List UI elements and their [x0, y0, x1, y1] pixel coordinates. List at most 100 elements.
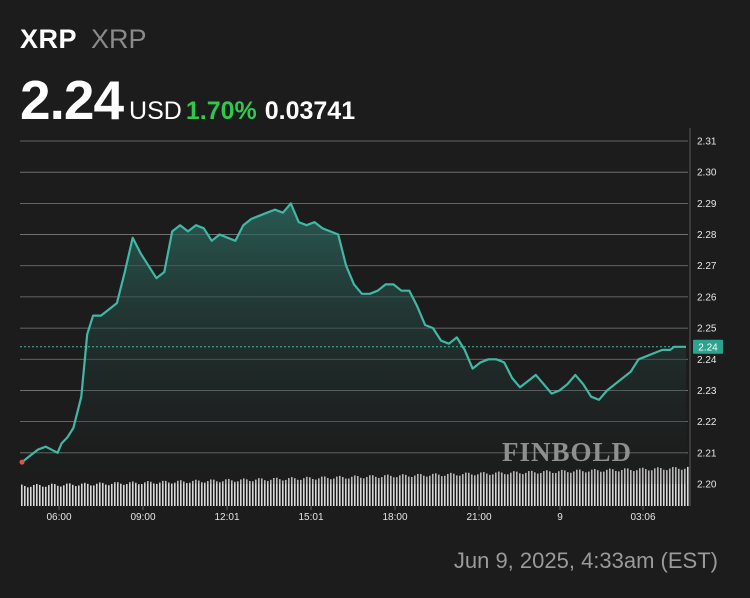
y-tick-label: 2.24: [697, 355, 717, 366]
volume-bar: [342, 477, 344, 506]
y-tick-label: 2.29: [697, 199, 717, 210]
volume-bar: [564, 470, 566, 506]
volume-bar: [423, 475, 425, 506]
volume-bar: [519, 473, 521, 506]
x-tick-label: 06:00: [46, 512, 71, 523]
volume-bar: [618, 471, 620, 506]
volume-bar: [228, 478, 230, 506]
volume-bar: [96, 483, 98, 506]
volume-bar: [663, 469, 665, 506]
volume-bar: [516, 471, 518, 506]
x-tick-label: 12:01: [214, 512, 239, 523]
volume-bar: [573, 471, 575, 506]
volume-bar: [504, 474, 506, 506]
volume-bar: [261, 478, 263, 506]
volume-bar: [474, 475, 476, 506]
volume-bar: [468, 472, 470, 506]
volume-bar: [102, 482, 104, 506]
volume-bar: [54, 484, 56, 506]
volume-bar: [477, 474, 479, 506]
volume-bar: [402, 474, 404, 506]
volume-bar: [537, 473, 539, 506]
volume-bar: [645, 469, 647, 506]
volume-bar: [279, 479, 281, 506]
volume-bar: [600, 471, 602, 506]
volume-bar: [606, 469, 608, 506]
volume-bar: [147, 481, 149, 506]
volume-bar: [396, 477, 398, 506]
volume-bar: [324, 476, 326, 506]
volume-bar: [615, 470, 617, 506]
volume-bar: [303, 478, 305, 506]
volume-bar: [315, 479, 317, 506]
volume-bar: [258, 478, 260, 506]
header-price-row: 2.24 USD 1.70% 0.03741: [20, 68, 355, 132]
volume-bar: [240, 479, 242, 506]
ticker-symbol: XRP: [20, 24, 78, 54]
change-absolute: 0.03741: [264, 97, 356, 125]
volume-bar: [174, 482, 176, 506]
volume-bar: [309, 477, 311, 506]
y-tick-label: 2.25: [697, 324, 717, 335]
price-tag-box: [693, 339, 723, 354]
volume-bar: [687, 466, 689, 506]
volume-bar: [549, 471, 551, 506]
volume-bar: [633, 471, 635, 506]
volume-bar: [108, 485, 110, 506]
volume-bar: [132, 481, 134, 506]
volume-bar: [318, 478, 320, 506]
volume-bar: [456, 475, 458, 506]
volume-bar: [246, 479, 248, 506]
volume-bar: [513, 471, 515, 506]
volume-bar: [231, 480, 233, 506]
volume-bar: [90, 485, 92, 506]
price-line: [21, 202, 686, 464]
volume-bar: [465, 472, 467, 506]
volume-bar: [684, 468, 686, 506]
volume-bar: [69, 483, 71, 506]
volume-bar: [507, 474, 509, 506]
volume-bar: [141, 484, 143, 506]
volume-bar: [366, 476, 368, 506]
x-tick-label: 03:06: [630, 512, 655, 523]
volume-bar: [330, 479, 332, 506]
volume-bar: [99, 482, 101, 506]
volume-bar: [153, 483, 155, 506]
x-tick-label: 21:00: [466, 512, 491, 523]
volume-bar: [78, 485, 80, 506]
volume-bar: [534, 472, 536, 506]
volume-bar: [45, 486, 47, 506]
volume-bar: [648, 470, 650, 506]
volume-bar: [357, 476, 359, 506]
volume-bar: [393, 477, 395, 506]
start-marker: [19, 459, 25, 465]
volume-bar: [171, 483, 173, 506]
volume-bar: [129, 482, 131, 506]
volume-bar: [360, 477, 362, 506]
volume-bar: [390, 475, 392, 506]
volume-bar: [198, 480, 200, 506]
volume-bar: [561, 469, 563, 506]
volume-bar: [531, 470, 533, 506]
volume-bar: [48, 485, 50, 506]
volume-bar: [651, 470, 653, 506]
volume-bar: [291, 477, 293, 506]
volume-bar: [156, 483, 158, 506]
volume-bar: [201, 482, 203, 506]
y-tick-label: 2.21: [697, 448, 717, 459]
volume-bar: [603, 471, 605, 506]
volume-bar: [441, 476, 443, 506]
volume-bar: [63, 485, 65, 506]
volume-bar: [222, 481, 224, 506]
volume-bar: [621, 470, 623, 506]
volume-bar: [672, 466, 674, 506]
volume-bar: [126, 484, 128, 506]
volume-bar: [405, 474, 407, 506]
y-tick-label: 2.22: [697, 417, 717, 428]
volume-bar: [375, 476, 377, 506]
volume-bar: [120, 483, 122, 506]
volume-bar: [195, 479, 197, 506]
volume-bar: [429, 475, 431, 506]
volume-bar: [138, 484, 140, 506]
volume-bar: [87, 483, 89, 506]
